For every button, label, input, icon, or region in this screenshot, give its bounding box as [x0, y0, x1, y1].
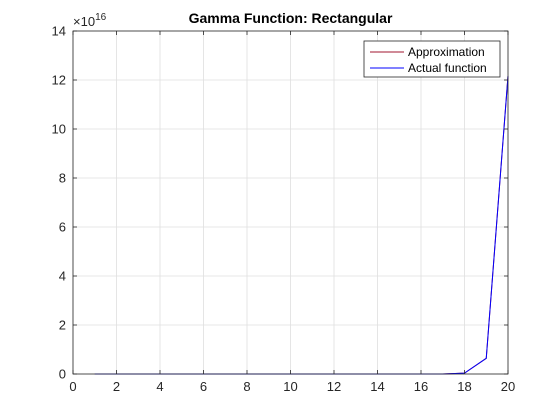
- ticks: [72, 30, 509, 375]
- x-tick-label: 2: [113, 379, 120, 394]
- x-tick-label: 12: [327, 379, 341, 394]
- series-line-1: [94, 76, 509, 375]
- x-tick-label: 4: [156, 379, 163, 394]
- legend-label: Approximation: [408, 45, 485, 59]
- series-line-0: [94, 76, 509, 375]
- y-tick-label: 0: [59, 367, 66, 382]
- chart-title: Gamma Function: Rectangular: [189, 10, 393, 26]
- x-tick-label: 20: [501, 379, 515, 394]
- y-tick-label: 12: [52, 73, 66, 88]
- x-tick-label: 8: [243, 379, 250, 394]
- x-tick-label: 0: [69, 379, 76, 394]
- legend-box: [363, 40, 501, 78]
- y-multiplier: ×10: [73, 14, 95, 29]
- x-tick-label: 10: [283, 379, 297, 394]
- y-tick-label: 14: [52, 24, 66, 39]
- y-exponent-label: ×1016: [73, 12, 107, 29]
- y-exponent: 16: [95, 12, 107, 23]
- y-tick-label: 10: [52, 122, 66, 137]
- y-tick-label: 8: [59, 171, 66, 186]
- x-tick-label: 14: [370, 379, 384, 394]
- y-tick-label: 2: [59, 318, 66, 333]
- legend-label: Actual function: [408, 61, 487, 75]
- y-tick-label: 6: [59, 220, 66, 235]
- tick-labels: 0 2 4 6 8 10 12 14 16 18 20 0 2 4 6 8 10 12 14: [52, 24, 516, 395]
- series-lines: [94, 76, 509, 375]
- grid: [72, 30, 509, 375]
- x-tick-label: 18: [457, 379, 471, 394]
- x-tick-label: 6: [200, 379, 207, 394]
- y-tick-label: 4: [59, 269, 66, 284]
- x-tick-label: 16: [414, 379, 428, 394]
- legend: Approximation Actual function: [363, 40, 501, 78]
